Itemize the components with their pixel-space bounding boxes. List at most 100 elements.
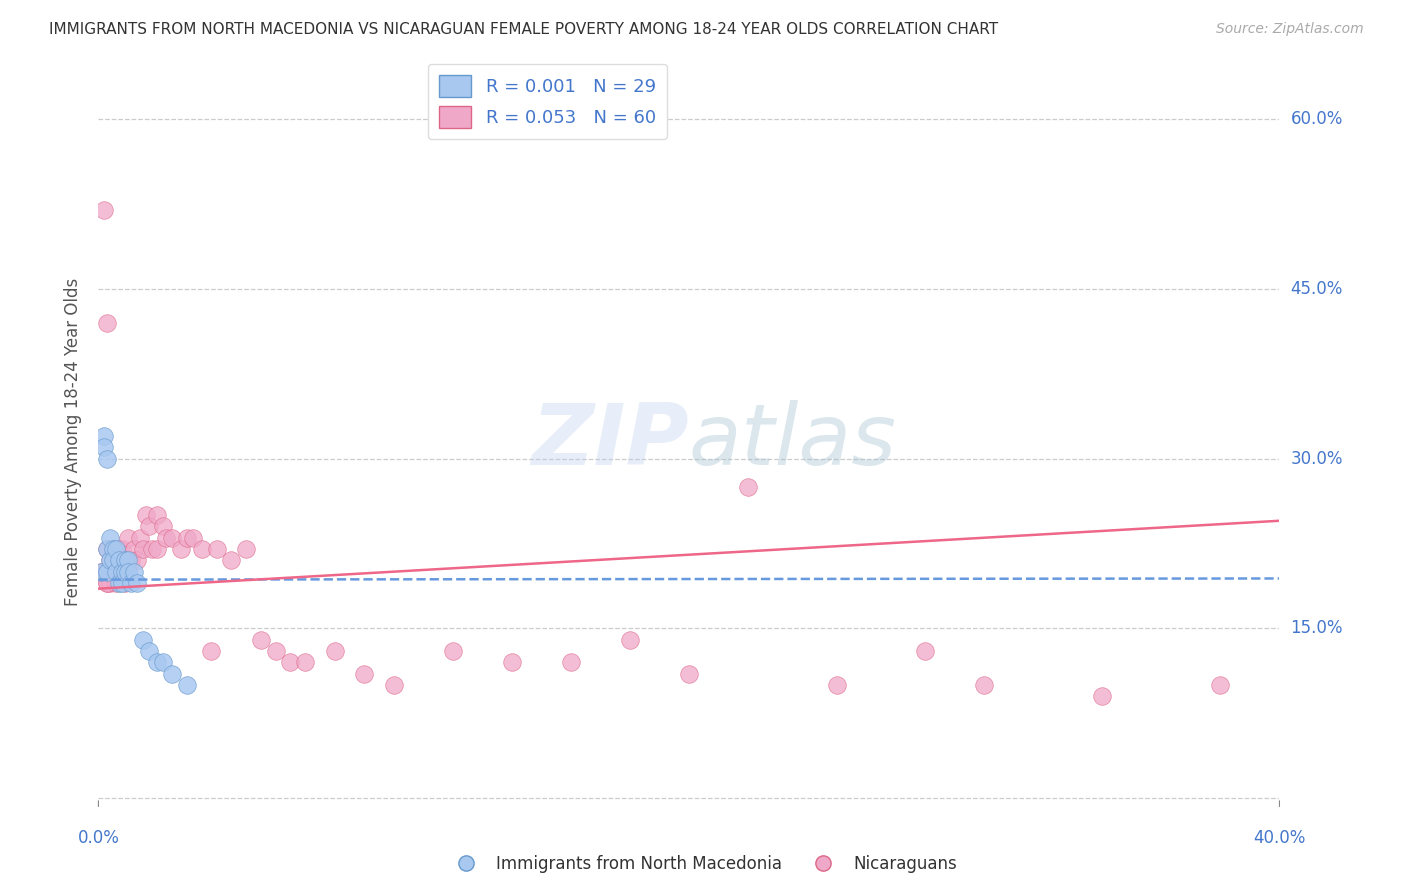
Point <box>90 565 112 579</box>
Point <box>191 542 214 557</box>
Y-axis label: Female Poverty Among 18-24 Year Olds: Female Poverty Among 18-24 Year Olds <box>63 277 82 606</box>
Point <box>135 508 157 522</box>
Point <box>125 553 148 567</box>
Point <box>117 553 139 567</box>
Point <box>111 576 134 591</box>
Text: atlas: atlas <box>689 400 897 483</box>
Point <box>103 542 125 557</box>
Point <box>382 678 405 692</box>
Text: 45.0%: 45.0% <box>1291 280 1343 298</box>
Point <box>914 644 936 658</box>
Point <box>108 542 131 557</box>
Point <box>441 644 464 658</box>
Point <box>103 565 125 579</box>
Text: ZIP: ZIP <box>531 400 689 483</box>
Point <box>93 565 115 579</box>
Point <box>221 553 243 567</box>
Point <box>1091 689 1114 703</box>
Point <box>146 508 169 522</box>
Point <box>825 678 848 692</box>
Point <box>141 542 163 557</box>
Point <box>138 519 160 533</box>
Point <box>280 655 302 669</box>
Point <box>737 480 759 494</box>
Point <box>114 576 136 591</box>
Point <box>181 531 204 545</box>
Point <box>501 655 523 669</box>
Text: Source: ZipAtlas.com: Source: ZipAtlas.com <box>1216 22 1364 37</box>
Point <box>678 666 700 681</box>
Point <box>176 531 198 545</box>
Point <box>98 553 121 567</box>
Point <box>105 576 128 591</box>
Point <box>152 655 174 669</box>
Point <box>96 316 118 330</box>
Point <box>122 565 145 579</box>
Point <box>205 542 228 557</box>
Point <box>103 553 125 567</box>
Point <box>98 576 121 591</box>
Point <box>90 565 112 579</box>
Point <box>353 666 375 681</box>
Point <box>114 565 136 579</box>
Point <box>250 632 273 647</box>
Point <box>132 542 155 557</box>
Point <box>132 632 155 647</box>
Point <box>105 553 128 567</box>
Point <box>96 565 118 579</box>
Text: 40.0%: 40.0% <box>1253 829 1306 847</box>
Point <box>162 531 183 545</box>
Text: IMMIGRANTS FROM NORTH MACEDONIA VS NICARAGUAN FEMALE POVERTY AMONG 18-24 YEAR OL: IMMIGRANTS FROM NORTH MACEDONIA VS NICAR… <box>49 22 998 37</box>
Point <box>98 531 121 545</box>
Point <box>114 553 136 567</box>
Point <box>96 542 118 557</box>
Point <box>146 542 169 557</box>
Point <box>117 565 139 579</box>
Point <box>560 655 582 669</box>
Point <box>122 542 145 557</box>
Point <box>96 542 118 557</box>
Point <box>138 644 160 658</box>
Text: 15.0%: 15.0% <box>1291 619 1343 637</box>
Point <box>619 632 641 647</box>
Point <box>128 531 150 545</box>
Point <box>98 553 121 567</box>
Point <box>973 678 995 692</box>
Legend: R = 0.001   N = 29, R = 0.053   N = 60: R = 0.001 N = 29, R = 0.053 N = 60 <box>427 64 666 138</box>
Point <box>111 542 134 557</box>
Point <box>96 576 118 591</box>
Point <box>323 644 346 658</box>
Point <box>294 655 316 669</box>
Point <box>96 576 118 591</box>
Point <box>103 542 125 557</box>
Point <box>93 440 115 454</box>
Point <box>162 666 183 681</box>
Point <box>117 565 139 579</box>
Point <box>105 565 128 579</box>
Point <box>152 519 174 533</box>
Point <box>235 542 257 557</box>
Point <box>105 542 128 557</box>
Point <box>170 542 193 557</box>
Text: 60.0%: 60.0% <box>1291 110 1343 128</box>
Point <box>114 565 136 579</box>
Point <box>93 429 115 443</box>
Text: 0.0%: 0.0% <box>77 829 120 847</box>
Point <box>264 644 287 658</box>
Legend: Immigrants from North Macedonia, Nicaraguans: Immigrants from North Macedonia, Nicarag… <box>443 848 963 880</box>
Point <box>120 553 142 567</box>
Point <box>176 678 198 692</box>
Text: 30.0%: 30.0% <box>1291 450 1343 467</box>
Point <box>146 655 169 669</box>
Point <box>93 202 115 217</box>
Point <box>1209 678 1232 692</box>
Point <box>108 576 131 591</box>
Point <box>111 565 134 579</box>
Point <box>111 553 134 567</box>
Point <box>120 576 142 591</box>
Point <box>96 451 118 466</box>
Point <box>125 576 148 591</box>
Point <box>155 531 177 545</box>
Point <box>200 644 222 658</box>
Point <box>117 531 139 545</box>
